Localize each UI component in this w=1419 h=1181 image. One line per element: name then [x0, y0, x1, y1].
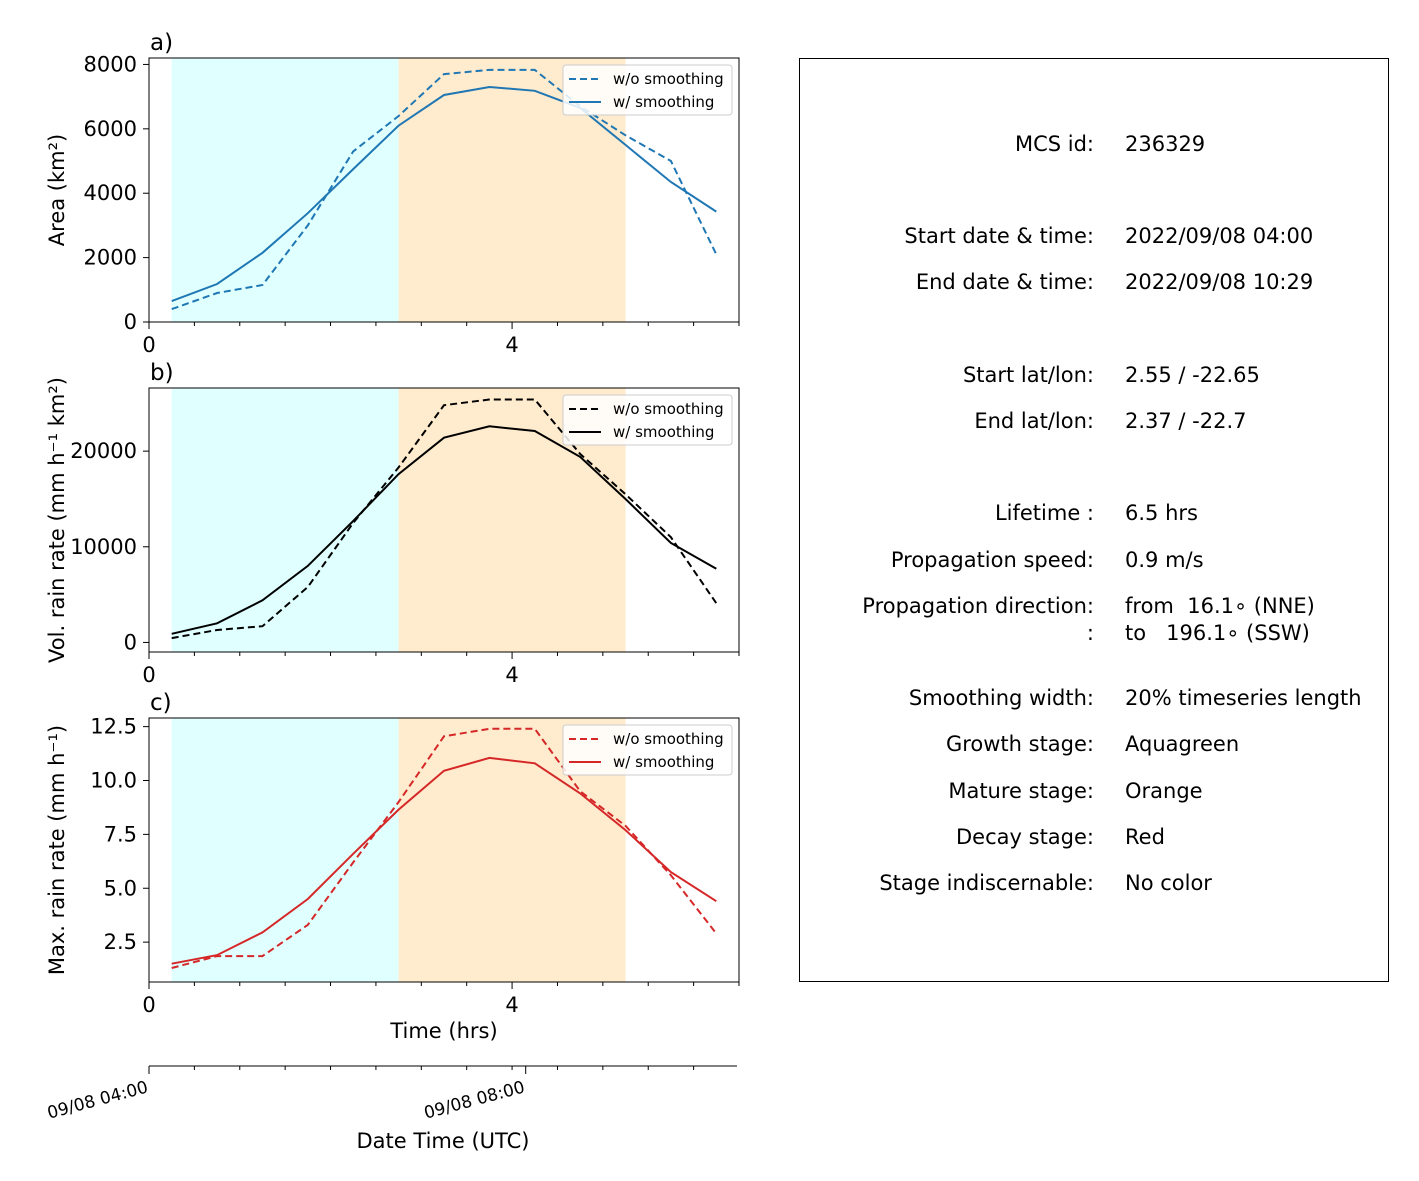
series-smoothed-line — [171, 756, 717, 965]
y-tick-label: 0 — [124, 630, 137, 654]
info-value: 2.37 / -22.7 — [1125, 409, 1247, 433]
info-row-mature-stage: Mature stage: Orange — [800, 779, 1390, 809]
info-value: to 196.1∘ (SSW) — [1125, 621, 1310, 645]
y-tick-label: 8000 — [84, 52, 137, 76]
x-tick-label: 0 — [142, 663, 155, 687]
legend-entry: w/o smoothing — [613, 400, 724, 418]
info-value: 2.55 / -22.65 — [1125, 363, 1260, 387]
x-tick-label: 4 — [505, 993, 518, 1017]
info-label: Decay stage: — [956, 825, 1094, 849]
datetime-axis-label: Date Time (UTC) — [357, 1129, 530, 1153]
info-row-lifetime: Lifetime : 6.5 hrs — [800, 501, 1390, 531]
legend-entry: w/ smoothing — [613, 93, 714, 111]
y-axis-label: Area (km²) — [45, 134, 69, 246]
info-label: End date & time: — [915, 270, 1094, 294]
panel-a — [143, 57, 740, 329]
y-tick-label: 6000 — [84, 117, 137, 141]
info-row-propagation-direction: Propagation direction: from 16.1∘ (NNE) — [800, 594, 1390, 624]
y-axis-label: Max. rain rate (mm h⁻¹) — [45, 725, 69, 975]
series-raw-line — [171, 68, 718, 311]
y-tick-label: 20000 — [70, 439, 137, 463]
info-row-start-time: Start date & time: 2022/09/08 04:00 — [800, 224, 1390, 254]
panel-c — [143, 717, 740, 989]
legend-box — [562, 394, 733, 446]
info-label: Start lat/lon: — [962, 363, 1094, 387]
y-tick-label: 0 — [124, 310, 137, 334]
info-value: 0.9 m/s — [1125, 548, 1204, 572]
info-value: No color — [1125, 871, 1212, 895]
info-row-end-time: End date & time: 2022/09/08 10:29 — [800, 270, 1390, 300]
panel-label: a) — [150, 30, 173, 56]
y-tick-label: 2000 — [84, 246, 137, 270]
info-label: Lifetime : — [994, 501, 1094, 525]
datetime-tick-label: 09/08 04:00 — [45, 1078, 150, 1124]
info-value: 20% timeseries length — [1125, 686, 1362, 710]
info-row-decay-stage: Decay stage: Red — [800, 825, 1390, 855]
y-tick-label: 10000 — [70, 535, 137, 559]
series-raw-line — [171, 727, 718, 969]
legend-entry: w/ smoothing — [613, 423, 714, 441]
info-label: End lat/lon: — [974, 409, 1094, 433]
info-value: Aquagreen — [1125, 732, 1240, 756]
x-tick-label: 0 — [142, 333, 155, 357]
legend-box — [562, 724, 733, 776]
mcs-info-panel: MCS id: 236329 Start date & time: 2022/0… — [799, 58, 1389, 982]
y-tick-label: 2.5 — [104, 930, 137, 954]
legend-entry: w/o smoothing — [613, 730, 724, 748]
y-tick-label: 12.5 — [90, 715, 137, 739]
info-value: from 16.1∘ (NNE) — [1125, 594, 1315, 618]
info-row-propagation-direction-to: : to 196.1∘ (SSW) — [800, 621, 1390, 651]
info-label: Growth stage: — [945, 732, 1094, 756]
growth-stage-shade — [171, 388, 399, 652]
info-label: MCS id: — [1014, 132, 1094, 156]
y-tick-label: 5.0 — [104, 876, 137, 900]
info-row-mcs-id: MCS id: 236329 — [800, 132, 1390, 162]
legend-entry: w/o smoothing — [613, 70, 724, 88]
panel-label: c) — [150, 690, 172, 716]
info-row-start-latlon: Start lat/lon: 2.55 / -22.65 — [800, 363, 1390, 393]
info-row-smoothing-width: Smoothing width: 20% timeseries length — [800, 686, 1390, 716]
y-tick-label: 4000 — [84, 181, 137, 205]
info-row-end-latlon: End lat/lon: 2.37 / -22.7 — [800, 409, 1390, 439]
panel-label: b) — [150, 360, 174, 386]
plot-frame — [148, 717, 740, 983]
info-value: 236329 — [1125, 132, 1206, 156]
plot-frame — [148, 57, 740, 323]
x-axis-label: Time (hrs) — [389, 1019, 497, 1043]
info-value: 6.5 hrs — [1125, 501, 1198, 525]
series-raw-line — [171, 398, 718, 640]
info-row-indiscernable-stage: Stage indiscernable: No color — [800, 871, 1390, 901]
info-label: Smoothing width: — [908, 686, 1094, 710]
y-axis-label: Vol. rain rate (mm h⁻¹ km²) — [45, 377, 69, 663]
info-label: Stage indiscernable: — [879, 871, 1094, 895]
info-label: Start date & time: — [904, 224, 1094, 248]
info-row-propagation-speed: Propagation speed: 0.9 m/s — [800, 548, 1390, 578]
x-tick-label: 0 — [142, 993, 155, 1017]
series-smoothed-line — [171, 85, 717, 303]
datetime-tick-label: 09/08 08:00 — [422, 1078, 527, 1124]
info-label: Mature stage: — [948, 779, 1094, 803]
info-value: 2022/09/08 10:29 — [1125, 270, 1314, 294]
growth-stage-shade — [171, 58, 399, 322]
series-smoothed-line — [171, 425, 717, 635]
y-tick-label: 7.5 — [104, 822, 137, 846]
info-label: Propagation speed: — [890, 548, 1094, 572]
info-label: : — [1086, 621, 1094, 645]
info-value: 2022/09/08 04:00 — [1125, 224, 1314, 248]
growth-stage-shade — [171, 718, 399, 982]
legend-entry: w/ smoothing — [613, 753, 714, 771]
x-tick-label: 4 — [505, 663, 518, 687]
info-label: Propagation direction: — [862, 594, 1094, 618]
panel-b — [143, 387, 740, 659]
y-tick-label: 10.0 — [90, 768, 137, 792]
x-tick-label: 4 — [505, 333, 518, 357]
info-row-growth-stage: Growth stage: Aquagreen — [800, 732, 1390, 762]
legend-box — [562, 64, 733, 116]
info-value: Red — [1125, 825, 1165, 849]
plot-frame — [148, 387, 740, 653]
datetime-axis — [148, 1065, 737, 1074]
info-value: Orange — [1125, 779, 1203, 803]
